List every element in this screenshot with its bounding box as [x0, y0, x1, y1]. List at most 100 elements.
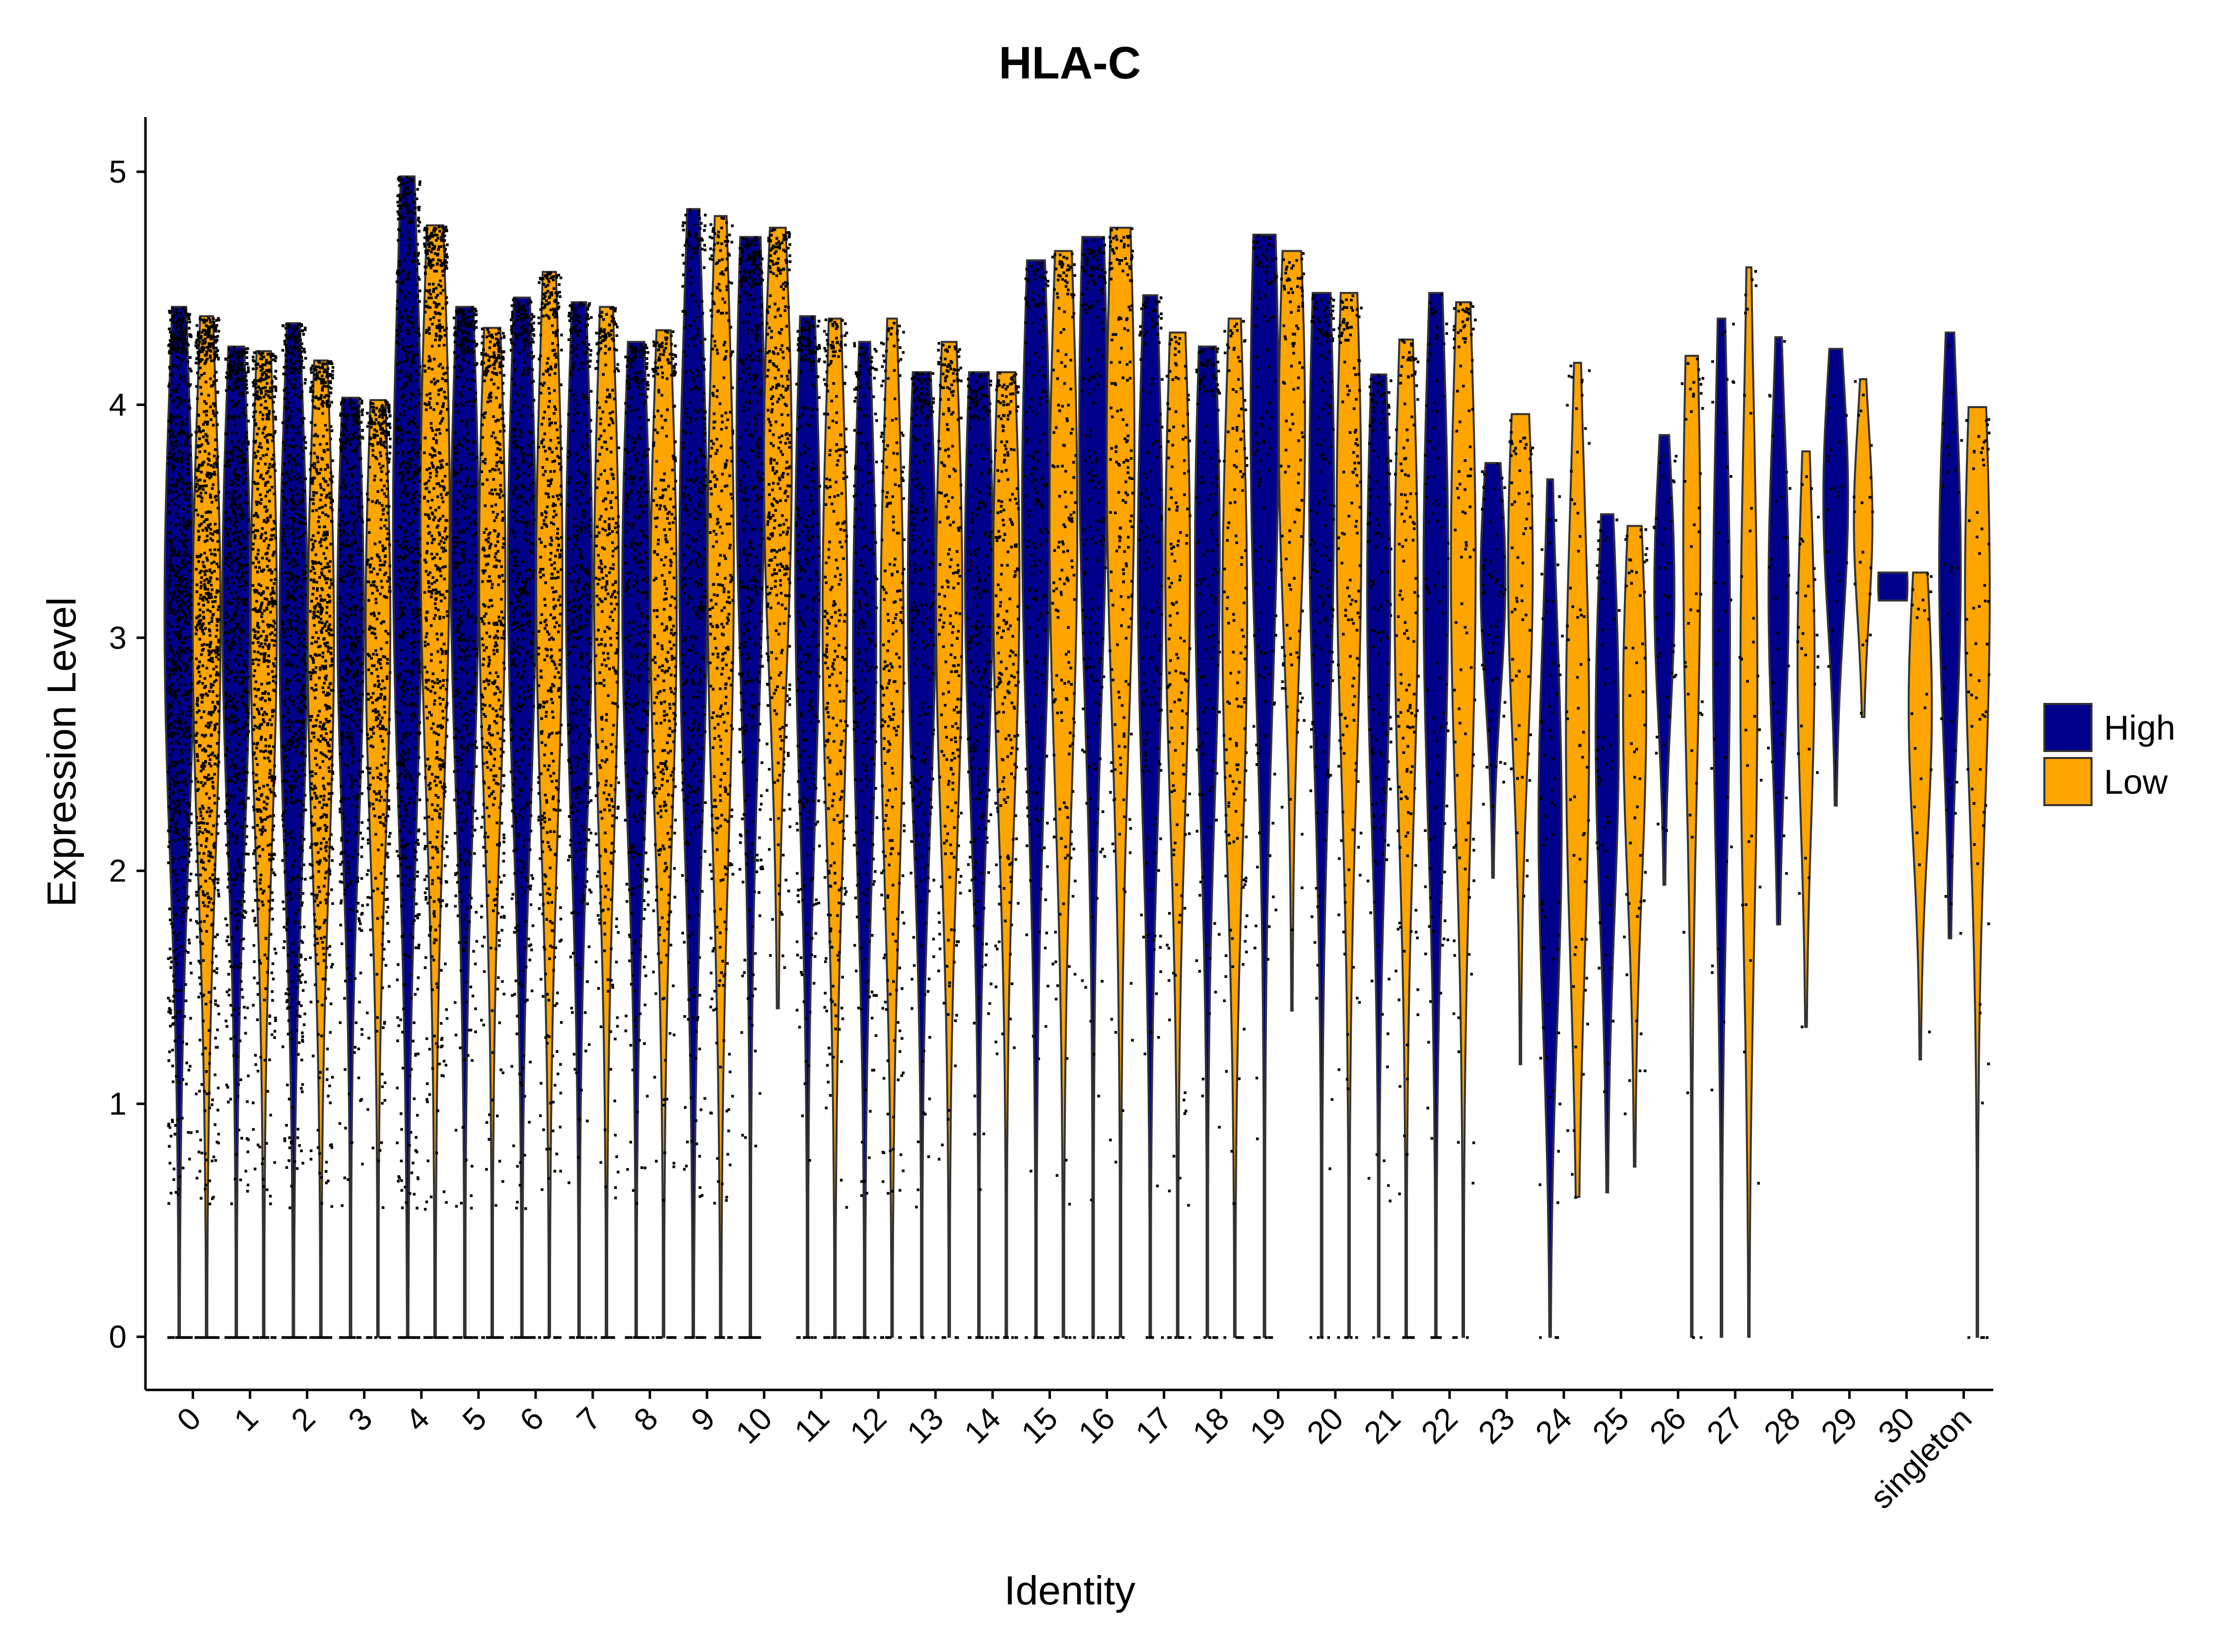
violin-low-16 [1106, 226, 1136, 1338]
violin-high-28 [1767, 336, 1790, 926]
chart-title: HLA-C [999, 38, 1141, 88]
violin-high-30 [1877, 571, 1909, 602]
points-high-12 [852, 342, 879, 1339]
y-tick-label: 1 [109, 1086, 127, 1122]
points-high-15 [1024, 262, 1049, 1339]
y-tick-label: 2 [109, 853, 127, 889]
points-low-27 [1739, 270, 1763, 1185]
violin-high-27 [1712, 317, 1731, 1338]
legend-swatch-high [2043, 703, 2093, 752]
points-high-16 [1081, 237, 1107, 1339]
points-low-18 [1222, 320, 1249, 1339]
points-high-29 [1826, 395, 1848, 668]
points-low-singleton [1965, 418, 1991, 1339]
points-high-5 [452, 306, 479, 1339]
points-high-24 [1538, 495, 1564, 1339]
points-high-20 [1309, 294, 1335, 1339]
points-low-0 [194, 316, 220, 1339]
violin-high-singleton [1938, 331, 1962, 940]
points-low-1 [251, 351, 278, 1339]
legend-label-low: Low [2104, 762, 2168, 801]
violin-high-24 [1537, 478, 1563, 1338]
violin-low-15 [1048, 250, 1078, 1338]
y-tick-label: 0 [109, 1319, 127, 1355]
points-low-12 [880, 322, 906, 1339]
points-high-singleton [1940, 344, 1963, 935]
plot-area [163, 175, 1991, 1339]
points-low-17 [1166, 336, 1191, 1339]
points-low-8 [651, 330, 678, 1339]
y-tick-label: 4 [109, 387, 127, 422]
violin-low-28 [1796, 450, 1815, 1028]
points-low-30 [1910, 572, 1933, 1033]
points-high-6 [509, 297, 536, 1339]
violin-high-25 [1595, 513, 1620, 1193]
points-high-18 [1195, 346, 1221, 1339]
points-high-7 [566, 301, 593, 1339]
points-layer [167, 176, 1991, 1339]
points-low-20 [1337, 294, 1363, 1339]
points-high-1 [224, 346, 250, 1339]
points-low-24 [1565, 364, 1591, 1199]
points-high-2 [281, 323, 307, 1339]
points-low-19 [1279, 252, 1306, 932]
points-low-16 [1108, 227, 1134, 1339]
violin-low-8 [649, 329, 678, 1338]
violin-low-23 [1507, 413, 1534, 1065]
points-high-25 [1596, 518, 1621, 1094]
violin-low-27 [1739, 266, 1758, 1338]
points-low-22 [1452, 302, 1477, 1339]
points-high-13 [909, 372, 936, 1339]
violin-low-29 [1853, 378, 1874, 718]
violin-high-23 [1479, 462, 1507, 879]
violin-high-26 [1653, 434, 1676, 886]
legend-label-high: High [2104, 708, 2175, 747]
points-low-29 [1852, 380, 1874, 715]
points-low-25 [1623, 528, 1649, 1115]
points-high-17 [1138, 296, 1164, 1339]
points-low-6 [537, 272, 563, 1339]
points-low-13 [937, 342, 963, 1339]
points-high-14 [967, 372, 993, 1339]
violin-high-21 [1366, 373, 1392, 1338]
y-tick-label: 5 [109, 154, 127, 190]
violin-low-20 [1335, 292, 1363, 1338]
points-high-11 [795, 316, 821, 1339]
points-low-15 [1051, 252, 1077, 1339]
points-low-26 [1680, 357, 1704, 1339]
violin-low-13 [935, 341, 964, 1338]
points-high-8 [624, 344, 650, 1339]
points-high-10 [738, 236, 765, 1339]
legend: High Low [2043, 703, 2175, 806]
points-low-14 [994, 371, 1020, 1339]
y-axis-title: Expression Level [39, 597, 84, 907]
points-low-7 [594, 306, 620, 1339]
points-low-28 [1796, 475, 1820, 1029]
violin-low-22 [1450, 301, 1477, 1338]
y-axis-ticks: 0 1 2 3 4 5 [109, 154, 145, 1355]
points-low-23 [1508, 419, 1535, 897]
violin-high-29 [1822, 347, 1849, 807]
points-low-5 [480, 327, 506, 1339]
points-low-4 [422, 225, 449, 1339]
points-high-4 [395, 176, 421, 1339]
points-high-9 [681, 208, 707, 1339]
violin-low-24 [1565, 361, 1590, 1198]
violin-low-singleton [1964, 406, 1991, 1338]
points-high-27 [1710, 323, 1736, 1092]
points-low-2 [308, 360, 335, 1339]
points-low-21 [1394, 339, 1420, 1339]
violin-low-12 [879, 317, 905, 1338]
points-low-9 [708, 216, 735, 1339]
points-high-23 [1481, 463, 1507, 808]
points-high-28 [1767, 340, 1792, 875]
points-low-11 [823, 318, 849, 1339]
legend-swatch-low [2043, 757, 2093, 806]
violin-low-25 [1622, 525, 1647, 1168]
points-high-19 [1252, 234, 1278, 1339]
points-high-26 [1653, 455, 1678, 832]
points-high-3 [338, 397, 364, 1339]
points-low-3 [365, 400, 392, 1339]
points-high-21 [1366, 374, 1393, 1339]
